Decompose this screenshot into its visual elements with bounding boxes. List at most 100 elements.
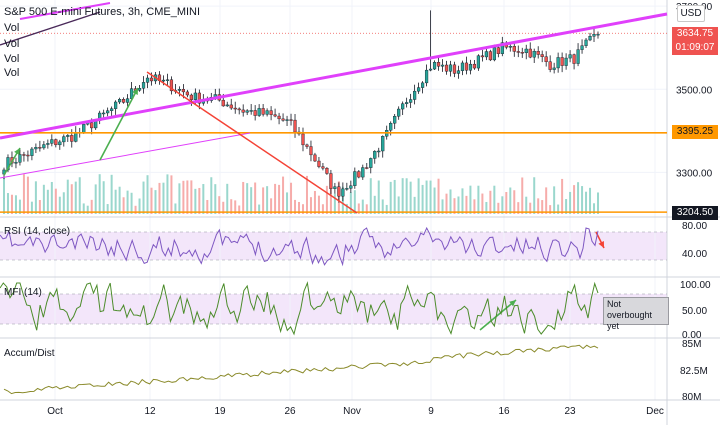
- volume-bar: [525, 196, 528, 214]
- candle-body: [500, 42, 504, 54]
- candle-body: [141, 82, 146, 89]
- mfi-title: MFI (14): [4, 287, 42, 298]
- candle-body: [325, 167, 329, 174]
- candle-body: [556, 57, 560, 69]
- volume-bar: [26, 176, 29, 214]
- candle-body: [424, 69, 429, 84]
- volume-bar: [321, 204, 324, 214]
- candle-body: [237, 108, 241, 111]
- candle-body: [592, 34, 596, 37]
- volume-bar: [445, 193, 448, 214]
- candle-body: [524, 48, 528, 54]
- volume-bar: [537, 198, 540, 214]
- volume-bar: [34, 181, 37, 214]
- candle-body: [333, 186, 337, 189]
- volume-bar: [353, 190, 356, 214]
- candle-body: [448, 64, 453, 72]
- volume-bar: [98, 174, 101, 214]
- candle-body: [373, 151, 377, 159]
- candle-body: [472, 63, 477, 69]
- volume-bar: [14, 195, 17, 214]
- candle-body: [165, 79, 170, 81]
- candle-body: [540, 54, 544, 57]
- candle-body: [125, 98, 130, 103]
- green-arrow-mfi-head: [509, 300, 516, 307]
- chart-symbol-title: S&P 500 E-mini Futures, 3h, CME_MINI: [4, 6, 201, 18]
- currency-button[interactable]: USD: [677, 5, 705, 22]
- candle-body: [161, 79, 166, 82]
- volume-bar: [457, 196, 460, 214]
- volume-bar: [421, 184, 424, 214]
- candle-body: [428, 68, 433, 71]
- volume-bar: [325, 185, 328, 214]
- volume-bar: [30, 201, 33, 214]
- accum-tick-label: 82.5M: [680, 366, 708, 377]
- candle-body: [420, 82, 425, 88]
- rsi-line: [0, 226, 599, 267]
- candle-body: [229, 104, 233, 109]
- time-tick-label: Nov: [343, 406, 361, 417]
- vol-label-4: Vol: [4, 67, 20, 79]
- accum-dist-title: Accum/Dist: [4, 348, 55, 359]
- volume-bar: [593, 203, 596, 214]
- candle-body: [492, 47, 496, 61]
- candle-body: [149, 77, 154, 82]
- candle-body: [38, 146, 42, 149]
- candle-body: [452, 64, 457, 74]
- volume-bar: [242, 181, 245, 214]
- candle-body: [58, 141, 62, 146]
- candle-body: [496, 47, 500, 54]
- volume-bar: [385, 204, 388, 214]
- volume-bar: [274, 183, 277, 214]
- mfi-annotation-note: Not overbought yet: [603, 297, 669, 331]
- volume-bar: [397, 196, 400, 214]
- candle-body: [440, 64, 445, 67]
- candle-body: [588, 36, 592, 41]
- mfi-tick-label: 50.00: [682, 306, 707, 317]
- candle-body: [185, 91, 189, 96]
- accum-tick-label: 80M: [682, 392, 701, 403]
- candle-body: [26, 154, 30, 157]
- volume-bar: [234, 200, 237, 214]
- candle-body: [349, 185, 353, 189]
- level-1-tag: 3395.25: [672, 125, 718, 139]
- last-price-tag: 3634.75: [672, 27, 718, 41]
- volume-bar: [22, 174, 25, 214]
- volume-bar: [38, 200, 41, 214]
- candle-body: [102, 112, 106, 115]
- candle-body: [169, 79, 174, 92]
- vol-label-1: Vol: [4, 22, 20, 34]
- candle-body: [42, 144, 46, 149]
- candle-body: [110, 108, 114, 111]
- volume-bar: [309, 197, 312, 214]
- volume-bar: [417, 178, 420, 214]
- volume-bar: [50, 181, 53, 214]
- candle-body: [329, 173, 333, 189]
- candle-body: [580, 45, 584, 50]
- candle-body: [82, 123, 86, 133]
- candle-body: [313, 154, 317, 162]
- volume-bar: [202, 184, 205, 214]
- volume-bar: [561, 178, 564, 214]
- volume-bar: [317, 195, 320, 214]
- volume-bar: [254, 182, 257, 214]
- purple-trend-line: [0, 11, 101, 46]
- candle-body: [548, 61, 552, 70]
- volume-bar: [238, 205, 241, 214]
- volume-bar: [541, 200, 544, 214]
- volume-bar: [110, 174, 113, 214]
- candle-body: [444, 64, 449, 72]
- volume-bar: [178, 183, 181, 214]
- volume-bar: [162, 182, 165, 214]
- volume-bar: [3, 177, 5, 214]
- volume-bar: [345, 203, 348, 214]
- volume-bar: [290, 182, 293, 214]
- candle-body: [480, 55, 484, 58]
- indicator-bands: [0, 232, 667, 324]
- candle-body: [564, 57, 568, 66]
- time-tick-label: Dec: [646, 406, 664, 417]
- volume-bar: [333, 193, 336, 214]
- candle-body: [46, 143, 50, 145]
- volume-bar: [489, 190, 492, 214]
